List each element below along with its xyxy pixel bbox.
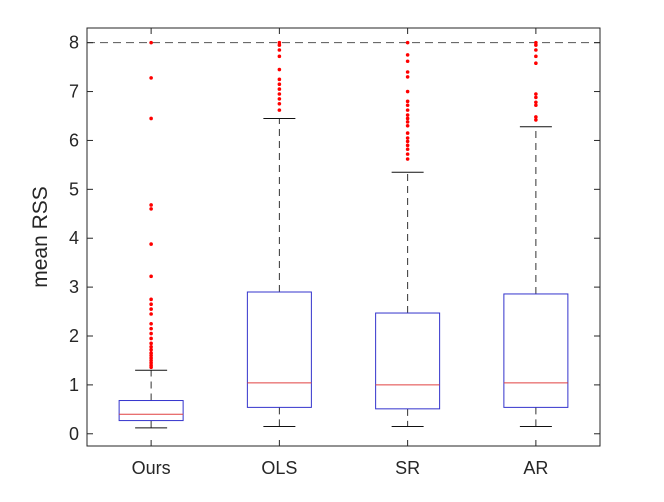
y-tick-label: 0 xyxy=(69,424,79,444)
outlier-point xyxy=(149,344,153,349)
x-tick-label: OLS xyxy=(261,458,297,478)
outlier-point xyxy=(534,115,538,119)
outlier-point xyxy=(277,82,282,87)
outlier-point xyxy=(149,326,153,331)
outlier-point xyxy=(405,147,410,152)
outlier-point xyxy=(405,120,410,124)
boxes-layer xyxy=(118,40,569,429)
outlier-point xyxy=(277,108,282,112)
outlier-point xyxy=(149,203,153,207)
outlier-point xyxy=(405,143,410,148)
outlier-point xyxy=(405,89,410,94)
outlier-point xyxy=(534,92,538,96)
outlier-point xyxy=(405,70,410,74)
outlier-point xyxy=(405,113,410,117)
y-tick-label: 4 xyxy=(69,228,79,248)
outlier-point xyxy=(149,274,153,279)
plot-area xyxy=(87,28,600,446)
outlier-point xyxy=(277,87,282,91)
outlier-point xyxy=(405,152,410,156)
outlier-point xyxy=(534,103,538,108)
outlier-point xyxy=(534,118,538,122)
y-tick-label: 2 xyxy=(69,326,79,346)
box-sr xyxy=(375,40,441,427)
outlier-point xyxy=(149,40,153,45)
outlier-point xyxy=(534,43,538,47)
outlier-point xyxy=(149,297,153,302)
y-tick-label: 6 xyxy=(69,130,79,150)
x-tick-label: Ours xyxy=(132,458,171,478)
y-tick-label: 3 xyxy=(69,277,79,297)
outlier-point xyxy=(149,76,153,80)
outlier-point xyxy=(405,59,410,64)
outlier-point xyxy=(149,302,153,307)
axes-box xyxy=(86,27,601,447)
outlier-point xyxy=(405,103,410,108)
outlier-point xyxy=(405,108,410,112)
y-tick-label: 7 xyxy=(69,82,79,102)
outlier-point xyxy=(405,123,410,128)
iqr-box xyxy=(246,291,312,408)
box-ar xyxy=(503,40,569,427)
outlier-point xyxy=(149,207,153,211)
iqr-box xyxy=(375,312,441,410)
outlier-point xyxy=(149,331,153,336)
outlier-point xyxy=(149,312,153,316)
outlier-point xyxy=(149,341,153,346)
outlier-point xyxy=(534,95,538,100)
x-tick-label: SR xyxy=(395,458,420,478)
outlier-point xyxy=(149,242,153,246)
outlier-point xyxy=(405,131,410,135)
x-axis-ticks: Ours OLS SR AR xyxy=(132,28,548,478)
outlier-point xyxy=(405,139,410,144)
outlier-point xyxy=(149,307,153,311)
outlier-point xyxy=(277,92,282,96)
outlier-point xyxy=(149,116,153,121)
y-axis-title: mean RSS xyxy=(29,186,52,288)
y-axis-ticks: 0 1 2 3 4 5 6 7 8 xyxy=(69,33,600,444)
outlier-point xyxy=(277,101,282,106)
outlier-point xyxy=(277,97,282,101)
iqr-box xyxy=(118,400,184,422)
y-tick-label: 1 xyxy=(69,375,79,395)
outlier-point xyxy=(149,336,153,341)
outlier-point xyxy=(405,53,410,57)
outlier-point xyxy=(277,48,282,52)
box-ours xyxy=(118,40,184,429)
iqr-box xyxy=(503,293,569,408)
outlier-point xyxy=(149,347,153,352)
outlier-point xyxy=(534,61,538,65)
x-tick-label: AR xyxy=(523,458,548,478)
y-tick-label: 8 xyxy=(69,33,79,53)
outlier-point xyxy=(149,365,153,370)
outlier-point xyxy=(277,77,282,82)
outlier-point xyxy=(277,54,282,59)
outlier-point xyxy=(277,43,282,47)
outlier-point xyxy=(534,54,538,59)
outlier-point xyxy=(405,157,410,161)
outlier-point xyxy=(277,67,282,72)
outlier-point xyxy=(405,75,410,79)
outlier-point xyxy=(405,99,410,104)
outlier-point xyxy=(534,48,538,52)
box-ols xyxy=(246,40,312,427)
y-tick-label: 5 xyxy=(69,179,79,199)
outlier-point xyxy=(405,116,410,121)
outlier-point xyxy=(149,321,153,326)
axes-frame xyxy=(86,27,601,447)
outlier-point xyxy=(405,136,410,140)
outlier-point xyxy=(534,100,538,105)
outlier-point xyxy=(405,40,410,45)
